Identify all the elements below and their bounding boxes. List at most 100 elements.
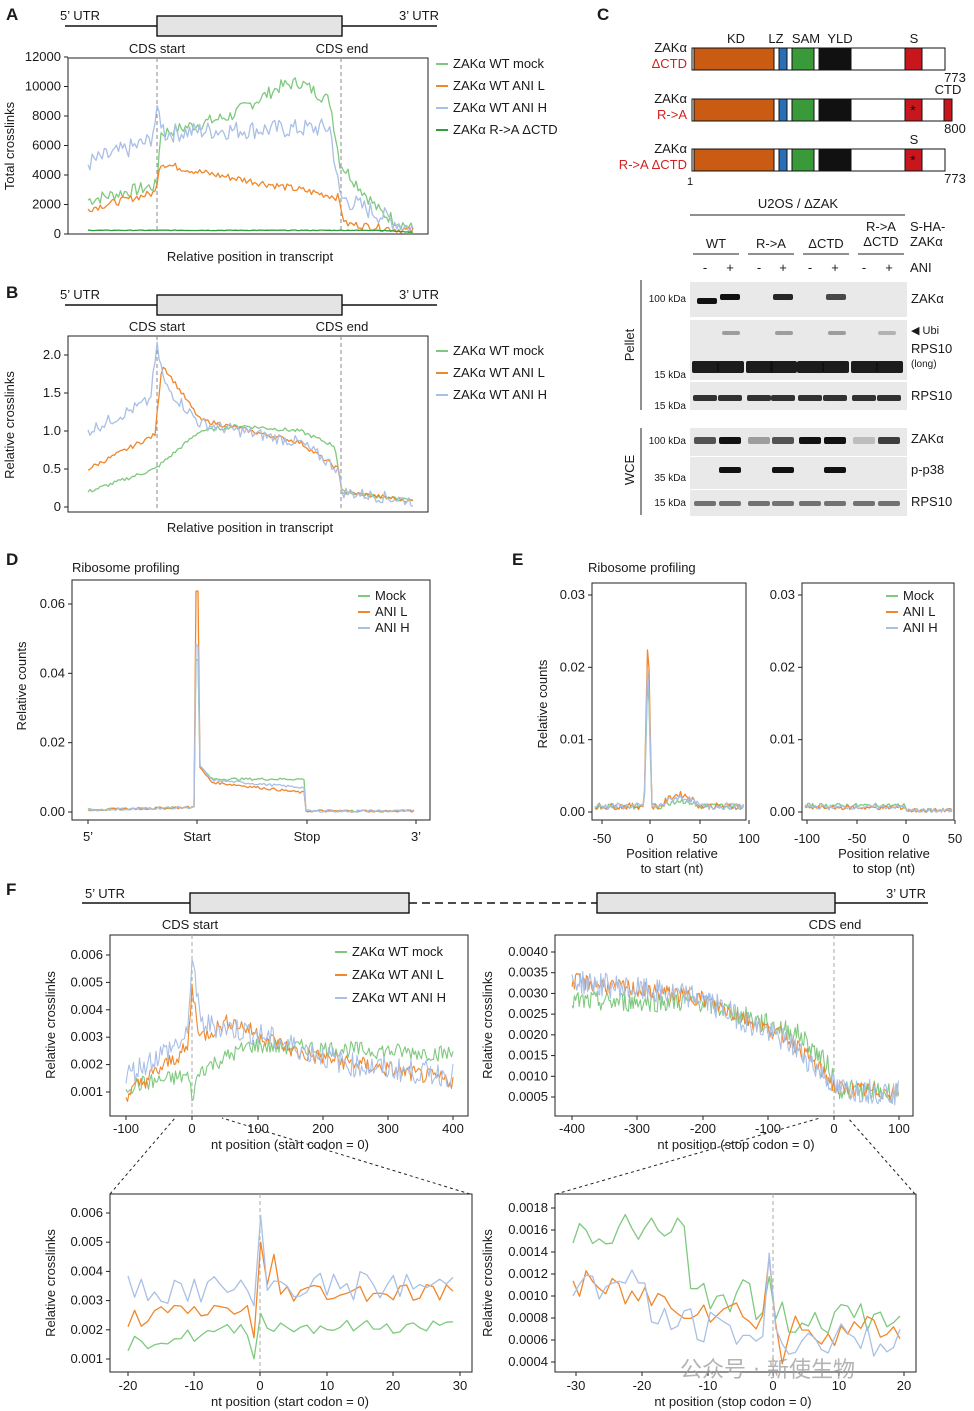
panel-f-bl-yaxis-tick-label: 0.004 xyxy=(70,1263,103,1278)
panel-f-tl-yaxis-tick-label: 0.004 xyxy=(70,1002,103,1017)
panel-b-series-line xyxy=(87,341,414,507)
panel-f-tr-yaxis-tick-label: 0.0010 xyxy=(508,1068,548,1083)
panel-e-left-yaxis-tick-label: 0.02 xyxy=(560,659,585,674)
panel-b-yaxis-tick-label: 1.0 xyxy=(43,423,61,438)
panel-f-tl-frame xyxy=(109,934,469,1117)
panel-f-tl-xtick-label: 300 xyxy=(377,1121,399,1136)
panel-c-s-label: S xyxy=(910,132,919,147)
panel-c-sam-domain xyxy=(791,98,815,122)
panel-c-yld-domain xyxy=(818,98,852,122)
panel-e-title: Ribosome profiling xyxy=(588,560,696,575)
panel-d-xtick-label: Start xyxy=(183,829,211,844)
panel-f-legend-label: ZAKα WT mock xyxy=(352,944,444,959)
panel-d-title: Ribosome profiling xyxy=(72,560,180,575)
panel-c-band xyxy=(799,437,821,444)
panel-e-left-xtick-label: 50 xyxy=(693,831,707,846)
panel-f-tr-yaxis-tick-label: 0.0005 xyxy=(508,1089,548,1104)
panel-b-utr5-label: 5’ UTR xyxy=(60,287,100,302)
panel-d-letter: D xyxy=(6,550,18,569)
panel-c-s-domain xyxy=(904,98,923,122)
panel-f-br-series-line xyxy=(572,1256,901,1365)
panel-c-mutation-star: * xyxy=(910,152,916,168)
panel-c-ctd-label: CTD xyxy=(935,82,962,97)
panel-e-left-yaxis-tick-label: 0.03 xyxy=(560,587,585,602)
panel-e-right-xtick-label: 50 xyxy=(948,831,962,846)
panel-a-yaxis-tick-label: 0 xyxy=(54,226,61,241)
panel-f-tl-yaxis-tick-label: 0.002 xyxy=(70,1057,103,1072)
panel-c-sam-domain xyxy=(791,47,815,71)
panel-f-tr-yaxis-tick-label: 0.0040 xyxy=(508,944,548,959)
panel-c-band xyxy=(773,294,793,300)
panel-f-br-xtick-label: -30 xyxy=(567,1378,586,1393)
panel-c-band xyxy=(747,395,771,401)
panel-e-right-xtick-label: 0 xyxy=(902,831,909,846)
panel-c-construct-name: ZAKα xyxy=(654,40,687,55)
panel-b-cds-end-label: CDS end xyxy=(316,319,369,334)
panel-a-legend-label: ZAKα R->A ΔCTD xyxy=(453,122,558,137)
panel-d-legend-label: ANI L xyxy=(375,604,408,619)
panel-c-band xyxy=(853,437,875,444)
panel-b-utr3-label: 3’ UTR xyxy=(399,287,439,302)
panel-f-tr-xtick-label: -400 xyxy=(559,1121,585,1136)
panel-a-series-line xyxy=(88,229,413,233)
panel-a-yaxis-tick-label: 8000 xyxy=(32,108,61,123)
panel-c-band xyxy=(824,467,846,473)
panel-e-right-xlabel: Position relative to stop (nt) xyxy=(838,846,930,876)
panel-c-column-header: S-HA-ZAKα xyxy=(910,219,945,249)
panel-c-band xyxy=(693,395,717,401)
panel-f-tl-yaxis-tick-label: 0.001 xyxy=(70,1084,103,1099)
panel-c-band xyxy=(852,395,876,401)
panel-f-bl-yaxis-tick-label: 0.003 xyxy=(70,1293,103,1308)
panel-a-xlabel: Relative position in transcript xyxy=(167,249,334,264)
panel-c-band xyxy=(799,501,821,506)
panel-c-band xyxy=(719,437,741,444)
panel-f-br-yaxis-tick-label: 0.0014 xyxy=(508,1244,548,1259)
panel-c-blot-label: ZAKα xyxy=(911,431,944,446)
panel-c-band xyxy=(878,331,896,335)
panel-f-legend-label: ZAKα WT ANI L xyxy=(352,967,444,982)
panel-f-bl-xtick-label: 10 xyxy=(320,1378,334,1393)
panel-f-br-yaxis-tick-label: 0.0012 xyxy=(508,1266,548,1281)
panel-c-band xyxy=(770,361,797,373)
panel-e-right-frame xyxy=(801,582,955,821)
panel-c-group-label: WT xyxy=(706,236,726,251)
panel-f-br-ylabel: Relative crosslinks xyxy=(480,1229,495,1337)
panel-f-legend-label: ZAKα WT ANI H xyxy=(352,990,446,1005)
panel-e-left-xlabel: Position relative to start (nt) xyxy=(626,846,718,876)
panel-d-yaxis-tick-label: 0.06 xyxy=(40,596,65,611)
panel-c-band xyxy=(797,361,824,373)
panel-c-ani-sign: - xyxy=(703,260,707,275)
panel-f-tl-xtick-label: 400 xyxy=(442,1121,464,1136)
panel-d-yaxis-tick-label: 0.02 xyxy=(40,735,65,750)
panel-d-series-line xyxy=(87,658,415,813)
panel-c-kda-marker: 15 kDa xyxy=(654,498,686,509)
panel-c-construct-start: 1 xyxy=(687,176,693,188)
panel-c-construct-variant: R->A ΔCTD xyxy=(619,157,687,172)
panel-c-domain-label-yld: YLD xyxy=(827,31,852,46)
panel-e-right-xtick-label: -50 xyxy=(848,831,867,846)
panel-b-legend-label: ZAKα WT ANI H xyxy=(453,387,547,402)
panel-c-blot-label: ◀ Ubi xyxy=(911,325,939,337)
panel-f-bl-frame xyxy=(109,1193,473,1373)
panel-f-cds-box-right xyxy=(596,892,836,914)
panel-c-construct-name: ZAKα xyxy=(654,91,687,106)
panel-d-yaxis-tick-label: 0.00 xyxy=(40,804,65,819)
panel-c-band xyxy=(697,298,717,304)
panel-c-band xyxy=(876,361,903,373)
panel-b-yaxis-tick-label: 1.5 xyxy=(43,385,61,400)
panel-f-utr3-label: 3’ UTR xyxy=(886,886,926,901)
panel-c-letter: C xyxy=(597,5,609,24)
panel-c-construct-end: 800 xyxy=(944,121,966,136)
panel-c-sam-domain xyxy=(791,148,815,172)
panel-f-tr-frame xyxy=(554,934,914,1117)
panel-f-tr-series-line xyxy=(571,971,899,1106)
panel-c-kd-domain xyxy=(693,98,775,122)
panel-f-br-frame xyxy=(554,1193,917,1373)
panel-e-left-yaxis-tick-label: 0.01 xyxy=(560,732,585,747)
panel-e-left-xtick-label: -50 xyxy=(593,831,612,846)
panel-c-blot-label: p-p38 xyxy=(911,462,944,477)
panel-d-xtick-label: Stop xyxy=(294,829,321,844)
panel-d-plot-frame xyxy=(71,579,431,821)
panel-c-ani-sign: - xyxy=(862,260,866,275)
panel-c-kda-marker: 35 kDa xyxy=(654,473,686,484)
